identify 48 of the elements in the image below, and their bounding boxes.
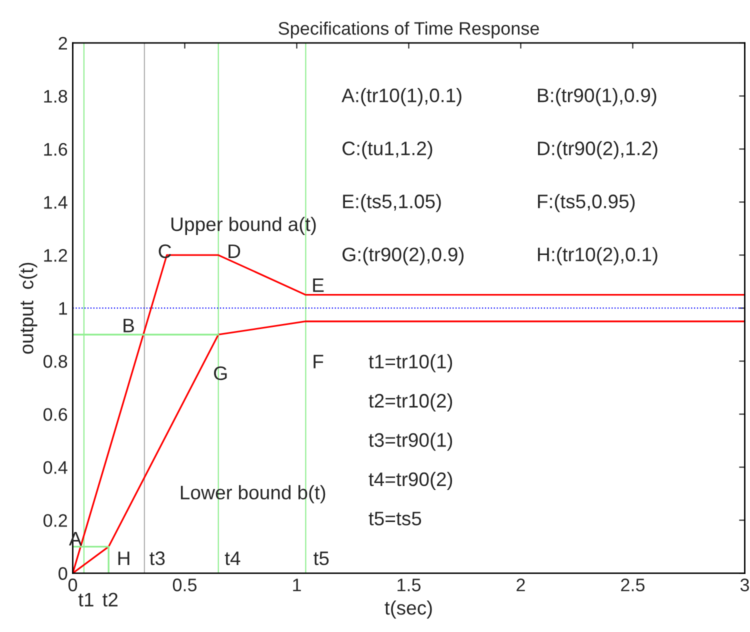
y-tick-label: 0.8 [43, 355, 68, 368]
annotation: C [158, 244, 172, 258]
x-tick-label: 2.5 [621, 578, 645, 592]
annotation: H:(tr10(2),0.1) [538, 247, 658, 266]
x-tick-label: 3 [740, 578, 749, 592]
y-tick-label: 1 [59, 302, 68, 315]
y-tick-label: 0.6 [43, 408, 68, 421]
x-axis-title: t(sec) [384, 600, 432, 619]
annotation: E:(ts5,1.05) [343, 194, 441, 212]
annotation: t3 [150, 551, 165, 566]
y-tick-label: 0.4 [43, 461, 68, 474]
text: t1 [78, 592, 94, 607]
chart-title: Specifications of Time Response [278, 22, 539, 38]
annotation: D [228, 244, 240, 258]
annotation: t4 [224, 552, 240, 566]
annotation: G [214, 366, 227, 380]
y-tick-label: 1.8 [44, 90, 68, 103]
y-tick-label: 1.2 [44, 249, 67, 262]
annotation: t1=tr10(1) [368, 354, 452, 372]
y-tick-label: 1.4 [44, 196, 68, 209]
x-tick-label: 0 [68, 578, 78, 592]
annotation: B [124, 318, 134, 332]
x-tick-label: 1.5 [398, 578, 421, 592]
x-tick-label: 1 [293, 578, 301, 592]
annotation: Upper bound a(t) [171, 216, 316, 235]
text: t2 [102, 592, 118, 607]
annotation: t4=tr90(2) [368, 472, 452, 490]
annotation: t3=tr90(1) [368, 432, 452, 451]
y-tick-label: 0 [58, 567, 68, 580]
annotation: t5=ts5 [368, 512, 422, 526]
annotation: C:(tu1,1.2) [342, 141, 432, 160]
x-tick-label: 0.5 [172, 578, 197, 592]
annotation: F [314, 354, 324, 368]
annotation: D:(tr90(2),1.2) [538, 141, 658, 160]
annotation: E [313, 278, 324, 292]
annotation: Lower bound b(t) [180, 485, 326, 504]
annotation: H [118, 552, 130, 565]
y-axis-title: output c(t) [19, 262, 38, 354]
x-tick-label: 2 [516, 578, 525, 592]
y-tick-label: 2 [58, 36, 67, 50]
annotation: t5 [314, 552, 329, 566]
y-tick-label: 1.6 [44, 142, 68, 156]
annotation: F:(ts5,0.95) [538, 194, 635, 212]
annotation: t2=tr10(2) [368, 393, 452, 412]
annotation: A:(tr10(1),0.1) [342, 88, 462, 106]
annotation: B:(tr90(1),0.9) [538, 88, 656, 106]
annotation: G:(tr90(2),0.9) [342, 247, 464, 266]
y-tick-label: 0.2 [43, 514, 67, 527]
